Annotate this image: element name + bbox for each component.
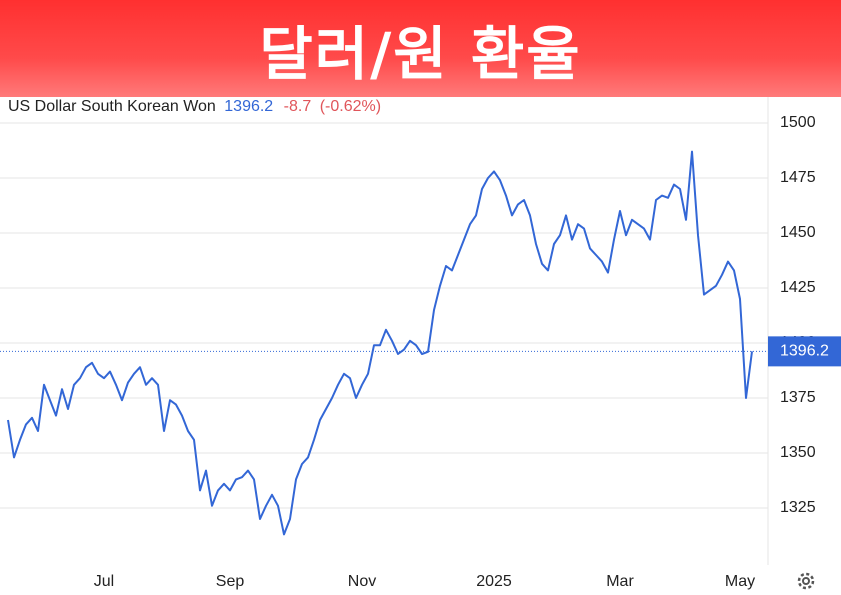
price-line [7,150,753,536]
x-tick-label: Sep [216,573,245,590]
x-tick-label: May [725,573,755,590]
last-price-badge [768,336,841,367]
y-tick-label: 1425 [780,279,816,296]
y-tick-label: 1500 [780,114,816,131]
legend-change: -8.7 [284,98,312,115]
y-tick-label: 1450 [780,224,816,241]
y-tick-label: 1475 [780,169,816,186]
x-tick-label: Mar [606,573,634,590]
banner-title: 달러/원 환율 [259,19,582,88]
legend: US Dollar South Korean Won 1396.2 -8.7 (… [8,98,381,115]
settings-icon[interactable] [797,572,815,590]
banner: 달러/원 환율 [0,0,841,97]
x-tick-label: 2025 [476,573,512,590]
x-tick-label: Jul [94,573,114,590]
y-tick-label: 1350 [780,444,816,461]
y-tick-label: 1375 [780,389,816,406]
x-tick-label: Nov [348,573,376,590]
last-price-label: 1396.2 [780,343,829,360]
y-tick-label: 1325 [780,499,816,516]
legend-change-pct: (-0.62%) [320,98,381,115]
legend-last: 1396.2 [224,98,273,115]
legend-name: US Dollar South Korean Won [8,98,216,115]
